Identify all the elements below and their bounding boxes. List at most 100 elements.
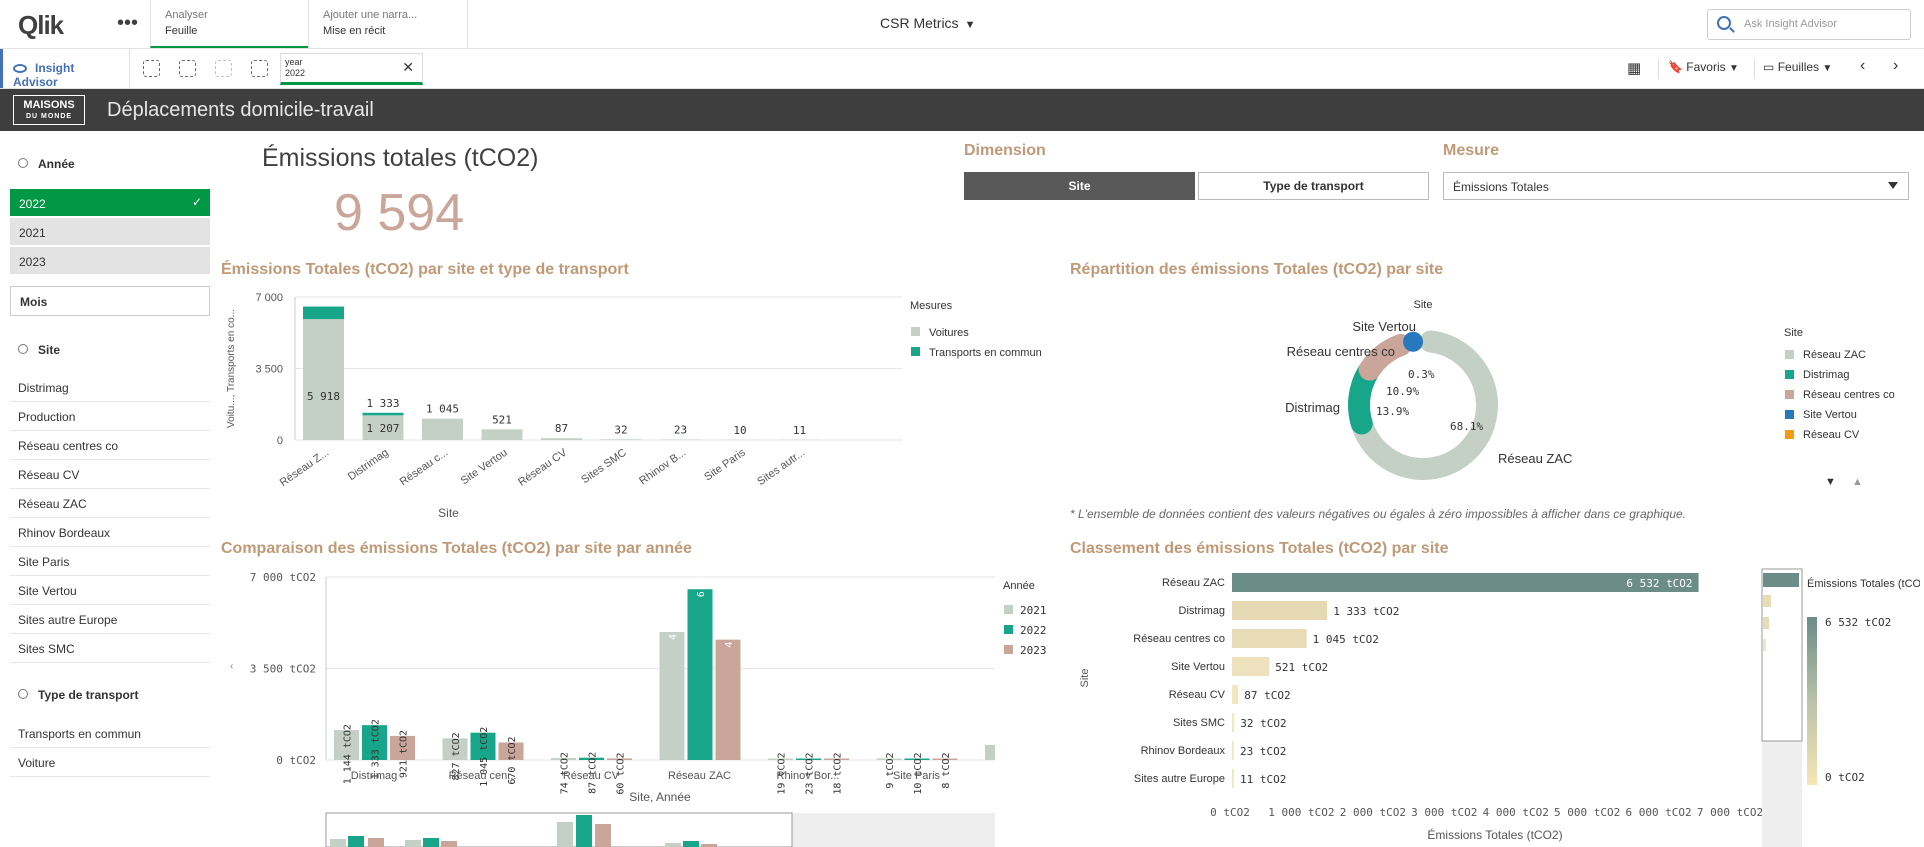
clear-selections-icon[interactable]: [251, 60, 268, 77]
bar-total-label: 11: [793, 424, 806, 437]
filter-annee-title[interactable]: Année: [18, 157, 75, 171]
scroll-window[interactable]: [1761, 568, 1803, 742]
bar-year-2023[interactable]: [715, 639, 741, 760]
filter-mois[interactable]: Mois: [10, 286, 210, 316]
bar-year-2021[interactable]: [442, 738, 468, 760]
filter-annee-2022[interactable]: 2022 ✓: [10, 189, 210, 217]
bar-value-label: 6 532 tCO2: [1626, 577, 1692, 590]
qlik-logo[interactable]: Qlik: [18, 10, 64, 40]
bar-voitures[interactable]: [303, 319, 344, 440]
bar-year-2021[interactable]: [659, 632, 685, 760]
step-forward-icon[interactable]: [215, 60, 232, 77]
tab-narrate[interactable]: Ajouter une narra... Mise en récit: [308, 0, 468, 48]
selection-value: 2022: [285, 68, 306, 78]
dimension-type-button[interactable]: Type de transport: [1198, 172, 1429, 200]
bar-year-2023[interactable]: [498, 742, 524, 760]
filter-annee-2021[interactable]: 2021: [10, 218, 210, 246]
legend-scroll-up-icon[interactable]: ▲: [1852, 476, 1863, 488]
filter-site-item[interactable]: Réseau CV: [10, 460, 210, 489]
bar-year-2022[interactable]: [796, 758, 821, 761]
chart3-grouped-bar[interactable]: 0 tCO2 3 500 tCO2 7 000 tCO2 ‹ 1 144 tCO2 1 3…: [220, 565, 1060, 847]
mini-bar: [576, 815, 592, 847]
legend-swatch: [911, 327, 920, 336]
dimension-site-button[interactable]: Site: [964, 172, 1195, 200]
ranking-bar[interactable]: [1232, 629, 1307, 648]
bar-voitures[interactable]: [481, 429, 523, 440]
bar-year-2023[interactable]: [390, 735, 415, 760]
bar-year-2022[interactable]: [470, 732, 496, 760]
scroll-left-icon[interactable]: ‹: [230, 661, 233, 672]
site-label: Site: [38, 343, 61, 357]
donut-label: Site Vertou: [1352, 319, 1416, 334]
previous-sheet-icon[interactable]: ‹: [1860, 57, 1866, 74]
legend-gradient: [1807, 617, 1817, 785]
sheets-button[interactable]: ▭ Feuilles ▼: [1763, 60, 1832, 74]
donut-slice[interactable]: [1351, 330, 1498, 480]
more-menu-icon[interactable]: •••: [117, 12, 139, 34]
chart4-horizontal-bar[interactable]: Site 0 tCO2 1 000 tCO2 2 000 tCO2 3 000 tCO2…: [1070, 565, 1920, 847]
bar-transports[interactable]: [303, 306, 344, 320]
donut-slice[interactable]: [1403, 331, 1424, 352]
chart1-stacked-bar[interactable]: 0 3 500 7 000 Voitu..., Transports en co...…: [220, 285, 1060, 530]
bar-year-2021[interactable]: [334, 730, 359, 760]
mini-bar: [423, 838, 439, 847]
bar-year-2023[interactable]: [824, 758, 849, 761]
app-title-dropdown[interactable]: CSR Metrics ▼: [880, 15, 975, 31]
filter-transport-title[interactable]: Type de transport: [18, 688, 138, 702]
ranking-bar[interactable]: [1232, 741, 1234, 760]
bar-year-2023[interactable]: [932, 758, 958, 761]
mesure-dropdown[interactable]: Émissions Totales: [1443, 172, 1909, 200]
filter-site-item[interactable]: Réseau ZAC: [10, 489, 210, 518]
close-icon[interactable]: ✕: [402, 59, 414, 75]
bar-year-2021[interactable]: [876, 758, 902, 761]
filter-site-item[interactable]: Site Paris: [10, 547, 210, 576]
legend-label: 2021: [1020, 604, 1047, 617]
filter-transport-item[interactable]: Transports en commun: [10, 719, 210, 748]
filter-site-title[interactable]: Site: [18, 343, 60, 357]
filter-site-item[interactable]: Sites SMC: [10, 634, 210, 663]
bar-voitures[interactable]: [422, 418, 463, 440]
legend-scroll-down-icon[interactable]: ▼: [1825, 476, 1836, 488]
ask-insight-search[interactable]: Ask Insight Advisor: [1707, 9, 1911, 40]
filter-site-item[interactable]: Distrimag: [10, 373, 210, 402]
bar-year-2022[interactable]: [687, 589, 713, 760]
bar-year-2022[interactable]: [904, 758, 930, 761]
chart1-title: Émissions Totales (tCO2) par site et typ…: [221, 261, 629, 278]
filter-site-item[interactable]: Site Vertou: [10, 576, 210, 605]
filter-site-item[interactable]: Rhinov Bordeaux: [10, 518, 210, 547]
x-tick-label: Site Vertou: [459, 447, 510, 488]
filter-site-item[interactable]: Production: [10, 402, 210, 431]
bar-year-2022[interactable]: [579, 757, 604, 760]
bar-voitures[interactable]: [541, 438, 582, 440]
ranking-bar[interactable]: [1232, 601, 1328, 620]
smart-search-icon[interactable]: [143, 60, 160, 77]
bar-year-2022[interactable]: [362, 725, 387, 760]
filter-annee-2023[interactable]: 2023: [10, 247, 210, 275]
selection-chip-year[interactable]: year 2022 ✕: [280, 53, 423, 85]
mesure-label: Mesure: [1443, 142, 1500, 159]
next-sheet-icon[interactable]: ›: [1893, 57, 1899, 74]
filter-site-item[interactable]: Sites autre Europe: [10, 605, 210, 634]
ranking-bar[interactable]: [1232, 769, 1234, 788]
bar-voitures[interactable]: [362, 415, 404, 440]
ranking-bar[interactable]: [1232, 685, 1239, 704]
bar-voitures[interactable]: [600, 439, 642, 440]
insight-advisor-button[interactable]: Insight Advisor: [0, 49, 130, 89]
tab-analyze[interactable]: Analyser Feuille: [150, 0, 308, 48]
filter-site-item[interactable]: Réseau centres co: [10, 431, 210, 460]
bar-transports[interactable]: [362, 412, 404, 416]
bar-year-2023[interactable]: [607, 758, 632, 760]
bar-year-2021[interactable]: [768, 758, 793, 761]
donut-slice[interactable]: [1358, 334, 1412, 381]
bar-year-2021[interactable]: [551, 758, 576, 760]
x-axis-label: Site, Année: [629, 790, 691, 804]
grid-view-icon[interactable]: ▦: [1627, 60, 1642, 77]
ranking-bar[interactable]: [1232, 657, 1270, 676]
donut-slice[interactable]: [1348, 361, 1379, 435]
favorites-button[interactable]: 🔖 Favoris ▼: [1668, 60, 1739, 74]
filter-transport-item[interactable]: Voiture: [10, 748, 210, 777]
ranking-bar[interactable]: [1232, 573, 1699, 592]
lasso-select-icon[interactable]: [179, 60, 196, 77]
ranking-bar[interactable]: [1232, 713, 1235, 732]
